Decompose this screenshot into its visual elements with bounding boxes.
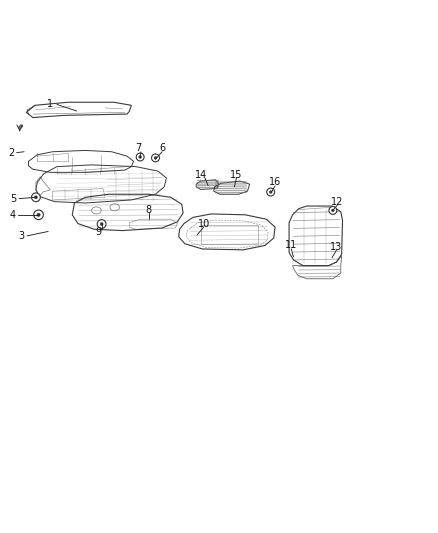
Circle shape: [329, 206, 337, 214]
Circle shape: [100, 222, 103, 225]
Text: 1: 1: [47, 100, 53, 109]
Circle shape: [139, 156, 141, 158]
Text: 4: 4: [9, 210, 15, 220]
Text: 15: 15: [230, 169, 243, 180]
Text: 6: 6: [159, 143, 165, 154]
Text: 16: 16: [269, 177, 281, 188]
Text: 10: 10: [198, 219, 210, 229]
Circle shape: [269, 191, 272, 193]
Circle shape: [154, 157, 157, 159]
Circle shape: [136, 153, 144, 161]
Circle shape: [34, 210, 43, 220]
Polygon shape: [18, 125, 23, 129]
Text: 14: 14: [195, 169, 208, 180]
Text: 8: 8: [146, 205, 152, 215]
Text: 5: 5: [10, 193, 16, 204]
Circle shape: [267, 188, 275, 196]
Text: 3: 3: [18, 231, 24, 241]
Text: 13: 13: [330, 242, 343, 252]
Circle shape: [34, 196, 38, 199]
Circle shape: [97, 220, 106, 229]
Circle shape: [152, 154, 159, 162]
Circle shape: [332, 209, 334, 212]
Text: 11: 11: [285, 240, 297, 251]
Text: 7: 7: [135, 143, 141, 154]
Circle shape: [37, 213, 40, 216]
Text: 12: 12: [331, 197, 343, 207]
Circle shape: [32, 193, 40, 201]
Text: 2: 2: [8, 148, 14, 158]
Text: 9: 9: [95, 228, 102, 237]
